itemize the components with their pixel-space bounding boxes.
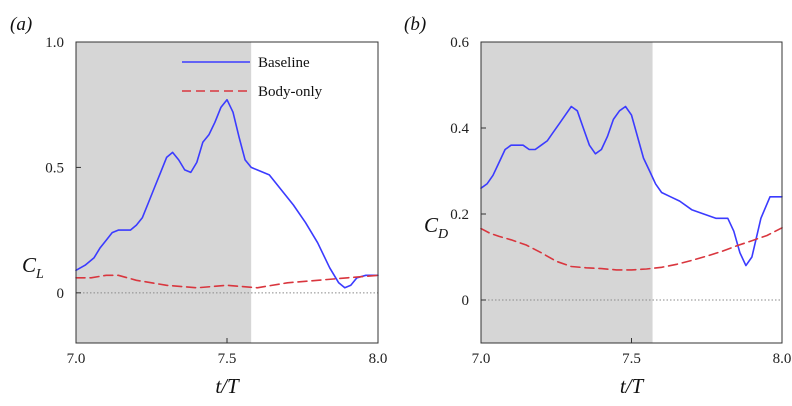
series-line-baseline: [480, 105, 783, 267]
panel-b: 7.0 7.5 8.000.20.40.6(b)CDt/T: [404, 14, 791, 398]
series-line-baseline: [75, 98, 379, 289]
y-tick-label: 0.2: [450, 207, 469, 223]
series-line-body-only: [480, 227, 783, 271]
legend-label-body-only: Body-only: [258, 84, 323, 100]
x-axis-label: t/T: [215, 374, 240, 398]
x-tick-label: 7.5: [218, 351, 237, 367]
y-tick-label: 0: [462, 293, 470, 309]
y-axis-label-main: C: [424, 213, 439, 237]
y-axis-label: CD: [424, 213, 448, 242]
panel-a: 7.0 7.5 8.000.51.0(a)CLt/TBaselineBody-onl…: [10, 14, 387, 398]
y-tick-label: 0.6: [450, 35, 469, 51]
panel-label: (a): [10, 14, 32, 35]
x-tick-label: 7.0: [472, 351, 491, 367]
shaded-region: [481, 42, 653, 343]
legend: Baseline Body-only: [182, 55, 323, 100]
x-axis-label: t/T: [620, 374, 645, 398]
y-tick-label: 0: [57, 286, 65, 302]
x-tick-label: 8.0: [369, 351, 388, 367]
y-tick-label: 0.4: [450, 121, 469, 137]
series-line-body-only: [75, 274, 379, 289]
x-tick-label: 8.0: [773, 351, 792, 367]
y-axis-label-main: C: [22, 253, 37, 277]
shaded-region: [76, 42, 252, 343]
y-axis-label-subscript: L: [35, 267, 44, 282]
x-tick-label: 7.0: [67, 351, 86, 367]
legend-label-baseline: Baseline: [258, 55, 310, 71]
panel-label: (b): [404, 14, 426, 35]
y-tick-label: 1.0: [45, 35, 64, 51]
y-axis-label: CL: [22, 253, 44, 282]
x-tick-label: 7.5: [622, 351, 641, 367]
y-axis-label-subscript: D: [437, 227, 448, 242]
y-tick-label: 0.5: [45, 160, 64, 176]
